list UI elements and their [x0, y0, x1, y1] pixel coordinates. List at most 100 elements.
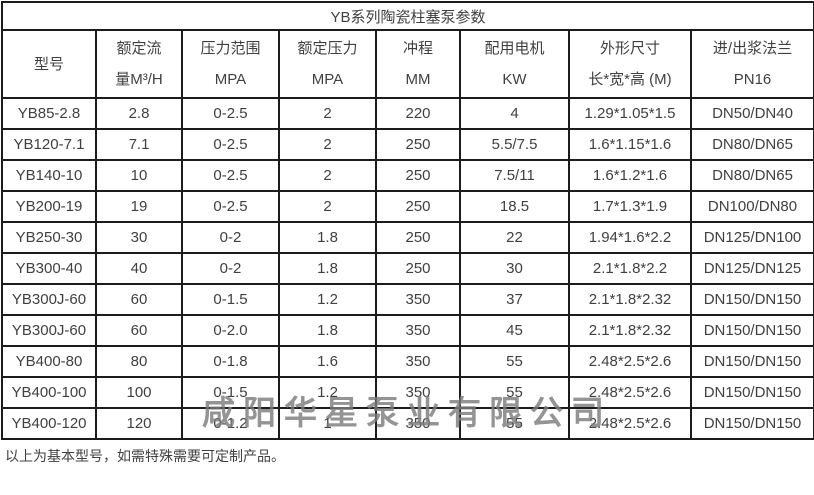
- table-cell: 19: [95, 190, 183, 223]
- column-header-line1: 进/出浆法兰: [712, 40, 793, 57]
- table-cell: 1.7*1.3*1.9: [568, 190, 692, 223]
- table-cell: 0-1.5: [181, 376, 280, 409]
- table-cell: 0-1.8: [181, 345, 280, 378]
- table-cell: 0-2.5: [181, 128, 280, 161]
- table-cell: 0-2.5: [181, 190, 280, 223]
- table-cell: 1.8: [278, 252, 377, 285]
- table-row: YB250-30 30 0-2 1.8 250 22 1.94*1.6*2.2 DN125/D…: [1, 221, 814, 254]
- table-cell: YB400-80: [1, 345, 97, 378]
- table-cell: 55: [459, 376, 570, 409]
- table-body: YB85-2.8 2.8 0-2.5 2 220 4 1.29*1.05*1.5 DN50/D…: [1, 97, 814, 440]
- table-cell: YB300J-60: [1, 283, 97, 316]
- table-cell: YB85-2.8: [1, 97, 97, 130]
- table-row: YB400-120 120 0-1.2 1 350 55 2.48*2.5*2.6 DN150…: [1, 407, 814, 440]
- table-title-row: YB系列陶瓷柱塞泵参数: [0, 1, 814, 31]
- column-header: 配用电机 KW: [459, 29, 570, 99]
- table-row: YB300J-60 60 0-2.0 1.8 350 45 2.1*1.8*2.32 DN15…: [1, 314, 814, 347]
- table-row: YB85-2.8 2.8 0-2.5 2 220 4 1.29*1.05*1.5 DN50/D…: [1, 97, 814, 130]
- table-cell: DN80/DN65: [689, 128, 814, 161]
- table-cell: 350: [375, 407, 461, 440]
- table-cell: YB400-120: [1, 407, 97, 440]
- table-row: YB140-10 10 0-2.5 2 250 7.5/11 1.6*1.2*1.6 DN80…: [1, 159, 814, 192]
- table-cell: 55: [459, 345, 570, 378]
- table-cell: 250: [375, 128, 461, 161]
- table-cell: DN150/DN150: [689, 407, 814, 440]
- table-cell: 1.6: [278, 345, 377, 378]
- table-cell: 18.5: [459, 190, 570, 223]
- table-cell: 2: [278, 97, 377, 130]
- footer-note: 以上为基本型号，如需特殊需要可定制产品。: [5, 448, 285, 464]
- table-row: YB300J-60 60 0-1.5 1.2 350 37 2.1*1.8*2.32 DN15…: [1, 283, 814, 316]
- table-cell: 5.5/7.5: [459, 128, 570, 161]
- column-header-line1: 额定压力: [297, 40, 358, 57]
- table-cell: YB300-40: [1, 252, 97, 285]
- table-cell: 250: [375, 190, 461, 223]
- table-cell: 250: [375, 221, 461, 254]
- table-cell: 2.8: [95, 97, 183, 130]
- table-cell: YB400-100: [1, 376, 97, 409]
- table-row: YB400-100 100 0-1.5 1.2 350 55 2.48*2.5*2.6 DN1…: [1, 376, 814, 409]
- table-cell: 60: [95, 314, 183, 347]
- table-cell: 30: [95, 221, 183, 254]
- table-cell: 1: [278, 407, 377, 440]
- table-cell: 2.1*1.8*2.32: [568, 314, 692, 347]
- column-header: 额定流 量M³/H: [95, 29, 183, 99]
- column-header-line2: 长*宽*高 (M): [588, 71, 672, 88]
- table-cell: 30: [459, 252, 570, 285]
- column-header-line2: KW: [502, 71, 527, 88]
- table-cell: 80: [95, 345, 183, 378]
- column-header-line2: PN16: [733, 71, 772, 88]
- table-cell: 1.29*1.05*1.5: [568, 97, 692, 130]
- table-cell: 37: [459, 283, 570, 316]
- table-cell: 250: [375, 252, 461, 285]
- column-header: 进/出浆法兰 PN16: [689, 29, 814, 99]
- table-cell: 350: [375, 345, 461, 378]
- table-cell: 4: [459, 97, 570, 130]
- table-cell: 1.94*1.6*2.2: [568, 221, 692, 254]
- table-cell: 60: [95, 283, 183, 316]
- table-cell: DN125/DN125: [689, 252, 814, 285]
- column-header: 额定压力 MPA: [278, 29, 377, 99]
- table-cell: 1.6*1.15*1.6: [568, 128, 692, 161]
- table-cell: 1.2: [278, 283, 377, 316]
- table-cell: 120: [95, 407, 183, 440]
- table-cell: YB300J-60: [1, 314, 97, 347]
- column-header-line2: MM: [405, 71, 431, 88]
- pump-spec-table: YB系列陶瓷柱塞泵参数 型号 额定流 量M³/H 压力范围 MPA 额定压力 MPA 冲程 MM…: [0, 1, 814, 440]
- table-cell: 350: [375, 283, 461, 316]
- table-cell: 220: [375, 97, 461, 130]
- table-cell: YB120-7.1: [1, 128, 97, 161]
- table-cell: DN150/DN150: [689, 376, 814, 409]
- table-row: YB300-40 40 0-2 1.8 250 30 2.1*1.8*2.2 DN125/DN…: [1, 252, 814, 285]
- table-cell: DN80/DN65: [689, 159, 814, 192]
- table-cell: 250: [375, 159, 461, 192]
- table-row: YB120-7.1 7.1 0-2.5 2 250 5.5/7.5 1.6*1.15*1.6…: [1, 128, 814, 161]
- table-row: YB400-80 80 0-1.8 1.6 350 55 2.48*2.5*2.6 DN150…: [1, 345, 814, 378]
- column-header: 冲程 MM: [375, 29, 461, 99]
- column-header-line2: MPA: [214, 71, 247, 88]
- table-cell: 7.1: [95, 128, 183, 161]
- table-cell: YB250-30: [1, 221, 97, 254]
- table-cell: DN150/DN150: [689, 314, 814, 347]
- table-cell: 0-2.5: [181, 159, 280, 192]
- table-cell: 0-2.5: [181, 97, 280, 130]
- column-header-line2: MPA: [311, 71, 344, 88]
- table-cell: 1.2: [278, 376, 377, 409]
- column-header-line1: 压力范围: [200, 40, 261, 57]
- table-cell: 1.8: [278, 314, 377, 347]
- table-cell: 0-1.2: [181, 407, 280, 440]
- column-header-line1: 型号: [33, 55, 64, 73]
- table-cell: 2: [278, 190, 377, 223]
- table-cell: 2.48*2.5*2.6: [568, 345, 692, 378]
- table-cell: 100: [95, 376, 183, 409]
- column-header-line1: 配用电机: [484, 40, 545, 57]
- table-cell: 7.5/11: [459, 159, 570, 192]
- table-cell: 10: [95, 159, 183, 192]
- table-cell: 2.1*1.8*2.2: [568, 252, 692, 285]
- table-cell: 0-1.5: [181, 283, 280, 316]
- column-header-line1: 冲程: [402, 40, 433, 57]
- table-cell: DN100/DN80: [689, 190, 814, 223]
- table-cell: 0-2: [181, 252, 280, 285]
- table-cell: 2: [278, 159, 377, 192]
- table-cell: 2.1*1.8*2.32: [568, 283, 692, 316]
